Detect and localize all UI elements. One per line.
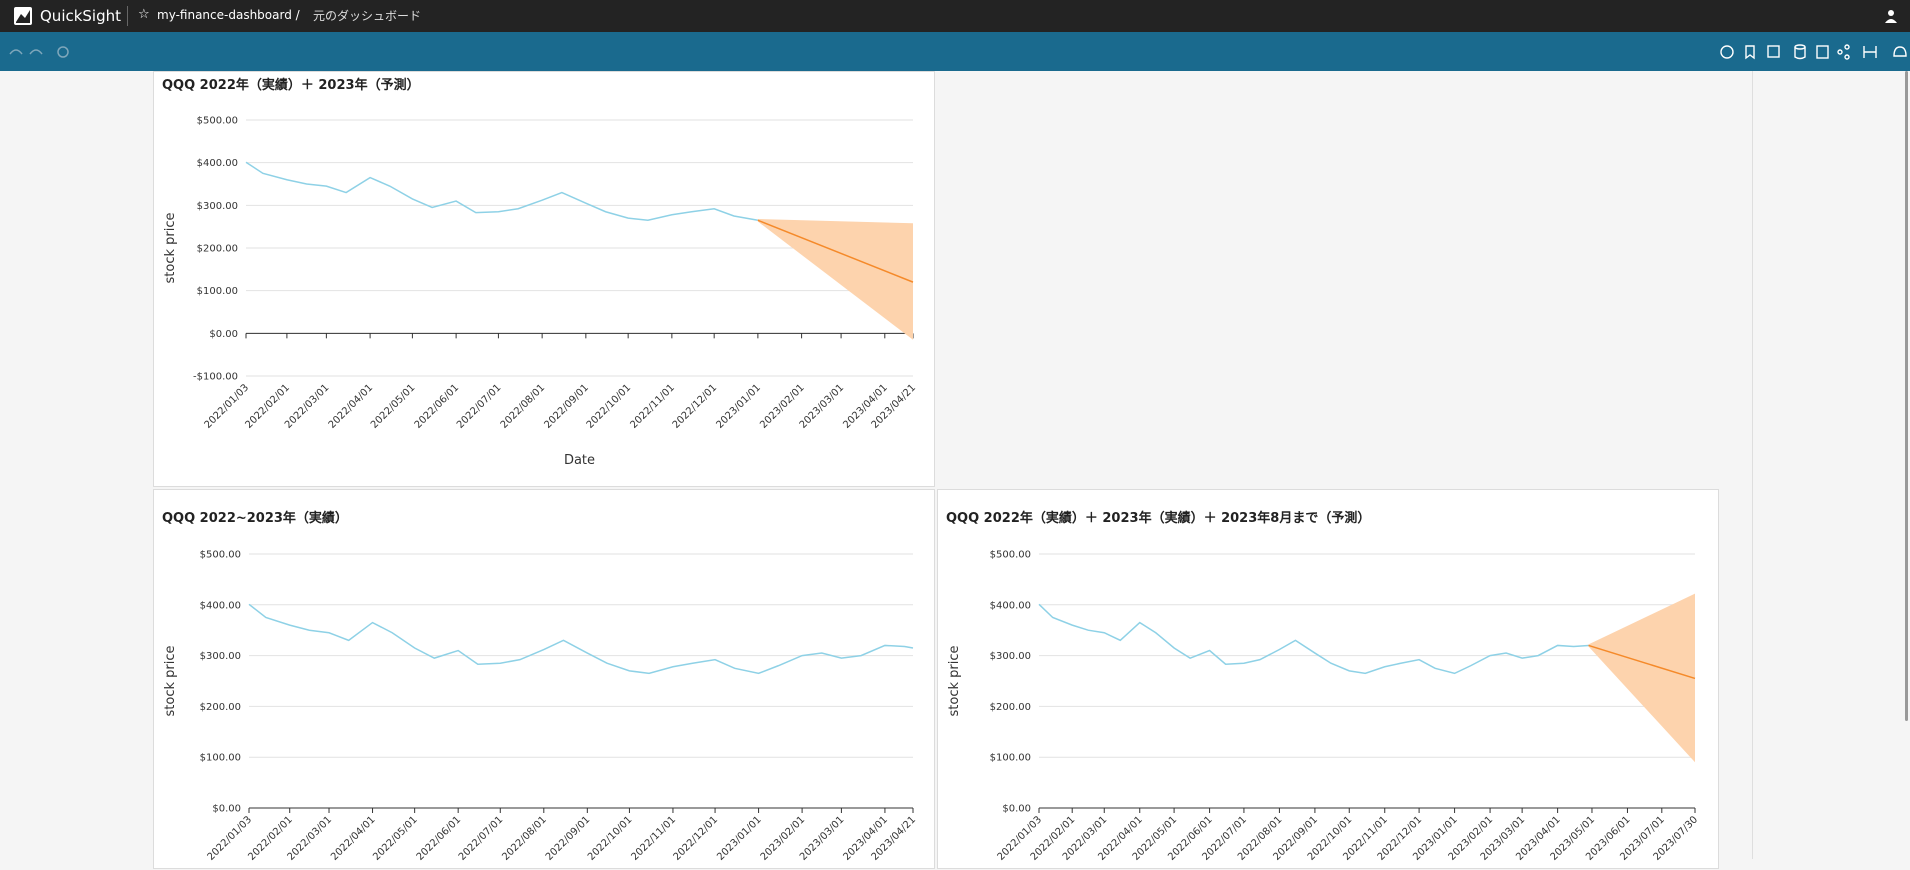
y-axis-label: stock price bbox=[163, 646, 178, 717]
x-tick-label: 2022/05/01 bbox=[371, 814, 420, 863]
visual-panel[interactable]: QQQ 2022年（実績）＋ 2023年（予測） stock price Date -… bbox=[153, 71, 935, 487]
y-tick-label: $400.00 bbox=[990, 600, 1031, 611]
logo bbox=[14, 7, 32, 25]
user-icon[interactable] bbox=[1884, 9, 1898, 23]
forecast-band bbox=[757, 218, 913, 340]
chart: QQQ 2022年（実績）＋ 2023年（実績）＋ 2023年8月まで（予測） s… bbox=[946, 510, 1700, 863]
toolbar-icons[interactable] bbox=[1712, 32, 1910, 71]
series-line bbox=[245, 161, 759, 222]
y-tick-label: $400.00 bbox=[197, 158, 238, 169]
brand: QuickSight bbox=[40, 7, 122, 25]
chart-title: QQQ 2022~2023年（実績） bbox=[162, 510, 348, 526]
x-tick-label: 2022/10/01 bbox=[585, 382, 634, 431]
y-tick-label: $100.00 bbox=[990, 753, 1031, 764]
y-axis-label: stock price bbox=[163, 213, 178, 284]
y-tick-label: $500.00 bbox=[200, 550, 241, 561]
y-axis-label: stock price bbox=[947, 646, 962, 717]
x-tick-label: 2022/10/01 bbox=[586, 814, 635, 863]
x-tick-label: 2023/01/01 bbox=[714, 382, 763, 431]
toolbar bbox=[0, 32, 1910, 71]
series-line bbox=[1038, 603, 1589, 675]
dashboard-name[interactable]: my-finance-dashboard / bbox=[157, 8, 300, 22]
y-tick-label: $100.00 bbox=[200, 753, 241, 764]
y-tick-label: $200.00 bbox=[200, 702, 241, 713]
chart: QQQ 2022~2023年（実績） stock price $0.00 $100.0… bbox=[162, 510, 918, 863]
x-tick-label: 2022/12/01 bbox=[672, 814, 721, 863]
sheet-edge bbox=[1752, 71, 1753, 859]
x-tick-label: 2022/04/01 bbox=[327, 382, 376, 431]
series-line bbox=[1588, 644, 1696, 680]
y-tick-label: $300.00 bbox=[990, 651, 1031, 662]
y-tick-label: $0.00 bbox=[212, 804, 241, 815]
chart: QQQ 2022年（実績）＋ 2023年（予測） stock price Date -… bbox=[162, 77, 918, 468]
series-line bbox=[248, 603, 914, 675]
y-tick-label: -$100.00 bbox=[193, 372, 238, 383]
y-tick-label: $200.00 bbox=[197, 244, 238, 255]
y-tick-label: $100.00 bbox=[197, 286, 238, 297]
y-tick-label: $0.00 bbox=[1002, 804, 1031, 815]
x-tick-label: 2022/08/01 bbox=[499, 382, 548, 431]
y-tick-label: $200.00 bbox=[990, 702, 1031, 713]
visual-panel[interactable]: QQQ 2022年（実績）＋ 2023年（実績）＋ 2023年8月まで（予測） s… bbox=[937, 489, 1719, 869]
star-icon[interactable]: ☆ bbox=[138, 7, 150, 22]
chart-title: QQQ 2022年（実績）＋ 2023年（実績）＋ 2023年8月まで（予測） bbox=[946, 510, 1370, 526]
x-tick-label: 2022/05/01 bbox=[369, 382, 418, 431]
x-tick-label: 2022/06/01 bbox=[413, 382, 462, 431]
y-tick-label: $500.00 bbox=[197, 116, 238, 127]
y-tick-label: $500.00 bbox=[990, 550, 1031, 561]
chart-title: QQQ 2022年（実績）＋ 2023年（予測） bbox=[162, 77, 420, 93]
x-tick-label: 2022/07/01 bbox=[457, 814, 506, 863]
y-tick-label: $400.00 bbox=[200, 600, 241, 611]
y-tick-label: $0.00 bbox=[209, 329, 238, 340]
divider bbox=[127, 6, 128, 26]
series-line bbox=[757, 219, 914, 283]
original-link[interactable]: 元のダッシュボード bbox=[313, 9, 422, 23]
forecast-band bbox=[1588, 593, 1695, 763]
x-tick-label: 2022/09/01 bbox=[542, 382, 591, 431]
visual-panel[interactable]: QQQ 2022~2023年（実績） stock price $0.00 $100.0… bbox=[153, 489, 935, 869]
x-tick-label: 2022/07/01 bbox=[455, 382, 504, 431]
y-tick-label: $300.00 bbox=[197, 201, 238, 212]
y-tick-label: $300.00 bbox=[200, 651, 241, 662]
x-tick-label: 2023/01/01 bbox=[715, 814, 764, 863]
top-bar: QuickSight ☆ my-finance-dashboard / 元のダッ… bbox=[0, 0, 1910, 32]
history-buttons[interactable] bbox=[6, 32, 86, 71]
x-axis-label: Date bbox=[564, 453, 595, 468]
x-tick-label: 2022/11/01 bbox=[628, 382, 677, 431]
scrollbar[interactable] bbox=[1905, 71, 1908, 721]
x-tick-label: 2022/12/01 bbox=[671, 382, 720, 431]
x-tick-label: 2022/08/01 bbox=[500, 814, 549, 863]
